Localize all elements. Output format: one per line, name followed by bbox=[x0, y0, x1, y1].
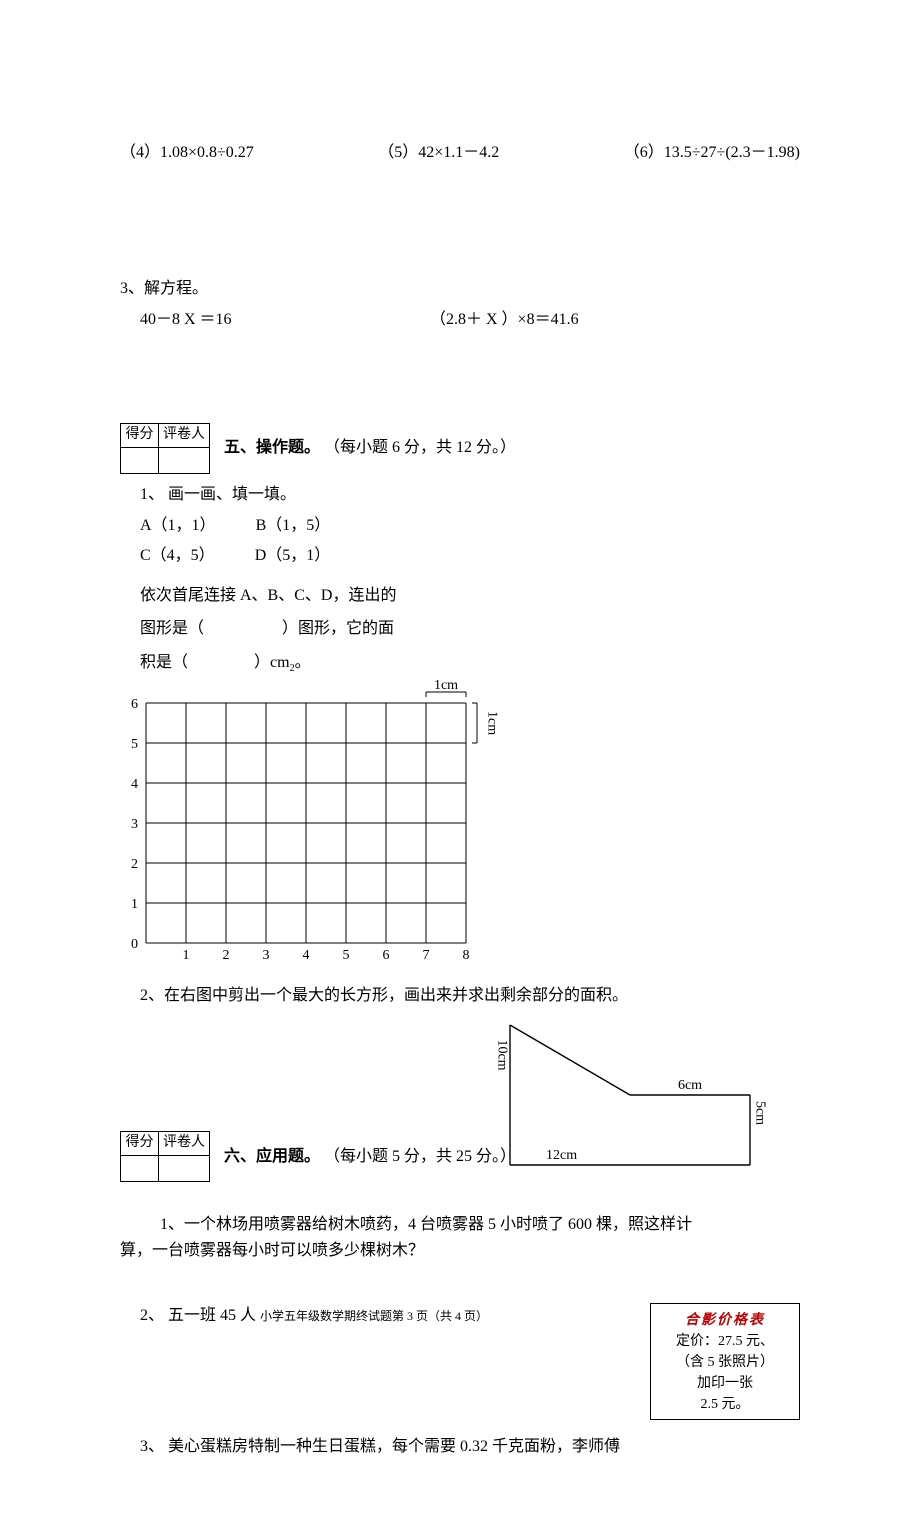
q5-1-line1: 依次首尾连接 A、B、C、D，连出的 bbox=[140, 579, 420, 613]
q5-1-line3a: 积是（ bbox=[140, 654, 188, 671]
svg-text:5cm: 5cm bbox=[753, 1101, 768, 1125]
svg-text:5: 5 bbox=[131, 737, 138, 752]
q5-1-head: 1、 画一画、填一填。 bbox=[140, 482, 420, 508]
svg-text:1cm: 1cm bbox=[434, 679, 458, 693]
svg-text:4: 4 bbox=[303, 948, 310, 963]
svg-text:2: 2 bbox=[223, 948, 230, 963]
svg-text:7: 7 bbox=[423, 948, 430, 963]
q5-1-line2a: 图形是（ bbox=[140, 620, 204, 637]
price-l1: 定价：27.5 元、 bbox=[659, 1331, 791, 1352]
section5-tail: （每小题 6 分，共 12 分。） bbox=[324, 439, 516, 456]
svg-text:4: 4 bbox=[131, 777, 138, 792]
q5-1-line2b: ）图形，它的面 bbox=[282, 620, 394, 637]
coordinate-grid: 1 2 3 4 5 6 7 8 0 1 2 3 4 5 6 1cm 1cm bbox=[120, 679, 510, 965]
q5-2: 2、在右图中剪出一个最大的长方形，画出来并求出剩余部分的面积。 bbox=[140, 983, 800, 1009]
svg-text:0: 0 bbox=[131, 937, 138, 952]
score-header-2: 评卷人 bbox=[159, 423, 210, 447]
calc-expr-4: （4）1.08×0.8÷0.27 bbox=[120, 140, 254, 166]
svg-text:1: 1 bbox=[183, 948, 190, 963]
section5-title: 五、操作题。 bbox=[224, 439, 320, 456]
svg-text:5: 5 bbox=[343, 948, 350, 963]
svg-text:1cm: 1cm bbox=[485, 711, 500, 735]
calc-expr-5: （5）42×1.1－4.2 bbox=[378, 140, 499, 166]
q5-1-line3c: 。 bbox=[295, 654, 311, 671]
pt-D: D（5，1） bbox=[255, 543, 331, 569]
price-table: 合影价格表 定价：27.5 元、 （含 5 张照片） 加印一张 2.5 元。 bbox=[650, 1303, 800, 1420]
section6-title: 六、应用题。 bbox=[224, 1148, 320, 1165]
score-header-1: 得分 bbox=[121, 423, 159, 447]
pt-B: B（1，5） bbox=[256, 513, 331, 539]
score-box-2: 得分 评卷人 bbox=[120, 1131, 210, 1182]
price-l4: 2.5 元。 bbox=[659, 1394, 791, 1415]
equation-2: （2.8＋ X ）×8＝41.6 bbox=[430, 307, 579, 333]
svg-text:6cm: 6cm bbox=[678, 1078, 702, 1093]
price-title: 合影价格表 bbox=[659, 1310, 791, 1331]
q6-1a: 1、一个林场用喷雾器给树木喷药，4 台喷雾器 5 小时喷了 600 棵，照这样计 bbox=[160, 1212, 800, 1238]
price-l3: 加印一张 bbox=[659, 1373, 791, 1394]
equation-1: 40－8 X ＝16 bbox=[140, 307, 430, 333]
q6-2-head: 2、 五一班 45 人 bbox=[140, 1307, 256, 1324]
q6-1b: 算，一台喷雾器每小时可以喷多少棵树木？ bbox=[120, 1238, 800, 1264]
svg-text:6: 6 bbox=[131, 697, 138, 712]
section6-tail: （每小题 5 分，共 25 分。） bbox=[324, 1148, 516, 1165]
pt-C: C（4，5） bbox=[140, 543, 215, 569]
price-l2: （含 5 张照片） bbox=[659, 1352, 791, 1373]
svg-text:3: 3 bbox=[131, 817, 138, 832]
score-header-1b: 得分 bbox=[121, 1131, 159, 1155]
page-footer: 小学五年级数学期终试题第 3 页（共 4 页） bbox=[260, 1309, 488, 1323]
trap-bottom-label-inline: 12cm bbox=[546, 1145, 577, 1167]
score-box: 得分 评卷人 bbox=[120, 423, 210, 474]
pt-A: A（1，1） bbox=[140, 513, 216, 539]
calc-expr-6: （6）13.5÷27÷(2.3－1.98) bbox=[624, 140, 800, 166]
score-header-2b: 评卷人 bbox=[159, 1131, 210, 1155]
svg-text:2: 2 bbox=[131, 857, 138, 872]
q6-3: 3、 美心蛋糕房特制一种生日蛋糕，每个需要 0.32 千克面粉，李师傅 bbox=[140, 1434, 800, 1460]
svg-text:1: 1 bbox=[131, 897, 138, 912]
q5-1-line3b: ）cm bbox=[254, 654, 290, 671]
svg-text:6: 6 bbox=[383, 948, 390, 963]
trapezoid-figure: 10cm 5cm 6cm bbox=[482, 1015, 790, 1171]
svg-text:10cm: 10cm bbox=[495, 1039, 510, 1070]
equation-heading: 3、解方程。 bbox=[120, 276, 800, 302]
svg-text:3: 3 bbox=[263, 948, 270, 963]
svg-text:8: 8 bbox=[463, 948, 470, 963]
